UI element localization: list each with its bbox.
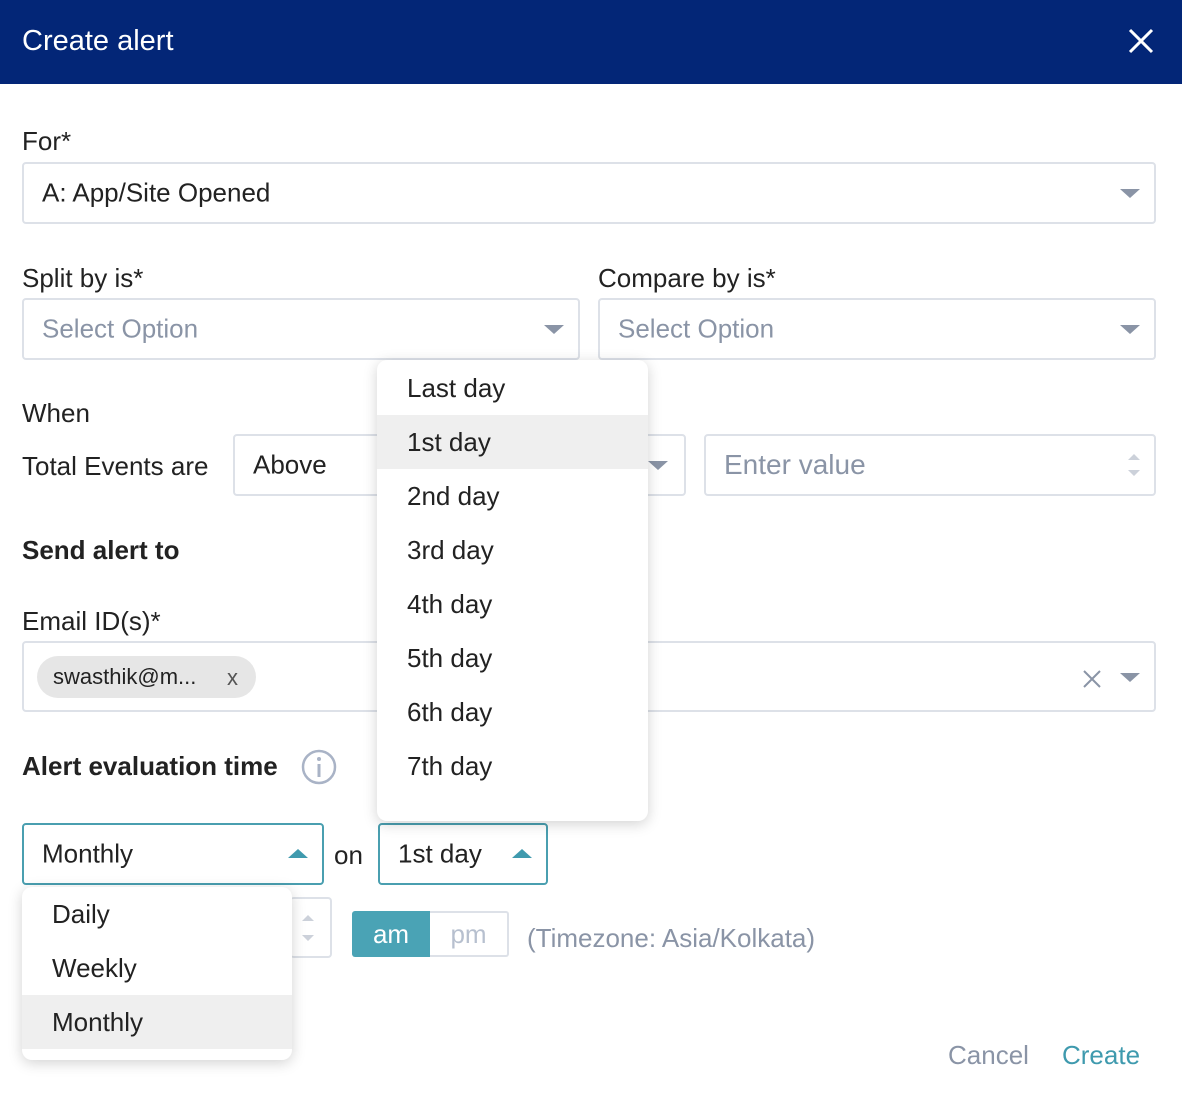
frequency-option[interactable]: Daily [52, 899, 110, 929]
value-input[interactable]: Enter value [704, 434, 1156, 496]
frequency-select[interactable]: Monthly [22, 823, 324, 885]
for-value: A: App/Site Opened [42, 177, 271, 208]
day-option[interactable]: Last day [407, 373, 506, 403]
email-chip: swasthik@m... x [37, 656, 256, 698]
compare-label: Compare by is* [598, 263, 776, 293]
chip-text: swasthik@m... [53, 664, 197, 689]
caret [1120, 325, 1140, 334]
evaluation-heading: Alert evaluation time [22, 751, 278, 781]
on-label: on [334, 840, 363, 870]
caret [288, 849, 308, 858]
for-select[interactable]: A: App/Site Opened [22, 162, 1156, 224]
day-option[interactable]: 3rd day [407, 535, 494, 565]
close-button[interactable] [1128, 28, 1154, 54]
clear-icon[interactable] [1082, 669, 1102, 689]
caret [544, 325, 564, 334]
send-heading: Send alert to [22, 535, 180, 565]
info-icon[interactable] [300, 748, 338, 786]
frequency-option[interactable]: Weekly [52, 953, 137, 983]
split-select[interactable]: Select Option [22, 298, 580, 360]
time-input[interactable] [290, 897, 332, 958]
day-option[interactable]: 5th day [407, 643, 493, 673]
for-label: For* [22, 126, 72, 156]
cancel-button[interactable]: Cancel [948, 1040, 1029, 1070]
caret [1120, 672, 1140, 682]
split-label: Split by is* [22, 263, 144, 293]
am-button[interactable]: am [352, 911, 430, 957]
day-select[interactable]: 1st day [378, 823, 548, 885]
day-option[interactable]: 4th day [407, 589, 493, 619]
operator-value: Above [253, 449, 327, 480]
day-option[interactable]: 7th day [407, 751, 493, 781]
spinner [302, 915, 314, 941]
pm-text: pm [450, 919, 487, 949]
dialog-title: Create alert [22, 25, 174, 57]
value-placeholder: Enter value [724, 449, 866, 480]
day-menu: Last day 1st day 2nd day 3rd day 4th day 5th … [377, 360, 648, 821]
metric-label: Total Events are [22, 451, 209, 481]
compare-select[interactable]: Select Option [598, 298, 1156, 360]
spinner [1128, 454, 1140, 476]
chip-remove[interactable]: x [227, 665, 238, 690]
header: Create alert [0, 0, 1182, 84]
when-label: When [22, 398, 90, 428]
day-value: 1st day [398, 838, 482, 869]
frequency-menu: Daily Weekly Monthly [22, 887, 292, 1060]
email-label: Email ID(s)* [22, 606, 161, 636]
caret [648, 461, 668, 470]
create-button[interactable]: Create [1062, 1040, 1141, 1070]
caret [1120, 189, 1140, 198]
caret [512, 849, 532, 858]
frequency-value: Monthly [42, 838, 134, 869]
compare-placeholder: Select Option [618, 313, 775, 344]
timezone: (Timezone: Asia/Kolkata) [527, 923, 816, 953]
pm-button[interactable]: pm [430, 911, 509, 957]
day-option[interactable]: 1st day [377, 415, 648, 469]
am-text: am [372, 919, 410, 949]
day-option[interactable]: 2nd day [407, 481, 500, 511]
day-option[interactable]: 6th day [407, 697, 493, 727]
split-placeholder: Select Option [42, 313, 199, 344]
frequency-option[interactable]: Monthly [22, 995, 292, 1049]
